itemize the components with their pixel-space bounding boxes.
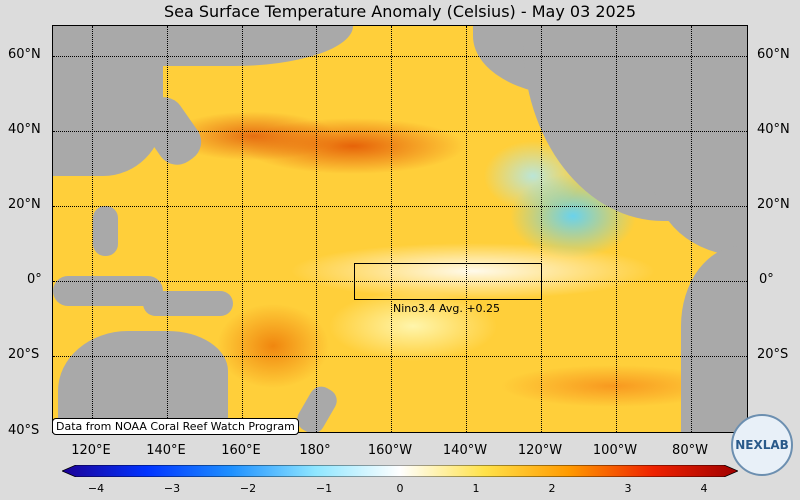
- data-credit-label: Data from NOAA Coral Reef Watch Program: [52, 418, 299, 435]
- lon-label: 120°E: [71, 443, 111, 458]
- gridline: [391, 26, 392, 432]
- lat-label-right: 20°N: [757, 197, 790, 212]
- lon-label: 140°W: [442, 443, 488, 458]
- gridline: [616, 26, 617, 432]
- gridline: [541, 26, 542, 432]
- gridline: [53, 206, 747, 207]
- colorbar-tick-label: 1: [472, 482, 480, 495]
- nino34-region-box: [354, 263, 542, 300]
- lon-label: 100°W: [592, 443, 638, 458]
- colorbar-graphic: [60, 464, 740, 478]
- colorbar-tick-label: 4: [700, 482, 708, 495]
- gridline: [691, 26, 692, 432]
- gridline: [53, 131, 747, 132]
- land-south-america: [681, 246, 747, 432]
- logo-text: NEXLAB: [735, 438, 789, 452]
- colorbar-tick-label: −4: [87, 482, 105, 495]
- gridline: [53, 281, 747, 282]
- gridline: [53, 56, 747, 57]
- colorbar-tick-label: 0: [396, 482, 404, 495]
- gridline: [53, 356, 747, 357]
- gridline: [167, 26, 168, 432]
- lat-label-left: 40°N: [8, 122, 41, 137]
- lat-label-right: 0°: [759, 272, 774, 287]
- map-title: Sea Surface Temperature Anomaly (Celsius…: [163, 2, 637, 21]
- land-philippines: [93, 206, 118, 256]
- gridline: [242, 26, 243, 432]
- colorbar-tick-label: −2: [239, 482, 257, 495]
- sst-anomaly-map: Nino3.4 Avg. +0.25: [52, 25, 748, 433]
- lon-label: 180°: [299, 443, 331, 458]
- gridline: [316, 26, 317, 432]
- lat-label-left: 20°N: [8, 197, 41, 212]
- colorbar-tick-label: −1: [315, 482, 333, 495]
- lon-label: 80°W: [672, 443, 708, 458]
- lat-label-right: 20°S: [757, 347, 789, 362]
- land-new-guinea: [143, 291, 233, 316]
- lon-label: 140°E: [146, 443, 186, 458]
- colorbar-tick-label: 2: [548, 482, 556, 495]
- lat-label-left: 40°S: [8, 423, 40, 438]
- land-australia: [58, 331, 228, 432]
- lon-label: 120°W: [517, 443, 563, 458]
- lat-label-left: 60°N: [8, 47, 41, 62]
- lat-label-left: 0°: [27, 272, 42, 287]
- colorbar-tick-label: −3: [163, 482, 181, 495]
- lat-label-right: 40°N: [757, 122, 790, 137]
- lat-label-right: 60°N: [757, 47, 790, 62]
- lon-label: 160°E: [221, 443, 261, 458]
- colorbar: [60, 462, 740, 478]
- gridline: [92, 26, 93, 432]
- lat-label-left: 20°S: [8, 347, 40, 362]
- nexlab-logo[interactable]: NEXLAB: [731, 414, 793, 476]
- nino34-average-label: Nino3.4 Avg. +0.25: [393, 302, 501, 315]
- lon-label: 160°W: [367, 443, 413, 458]
- colorbar-tick-label: 3: [624, 482, 632, 495]
- gridline: [466, 26, 467, 432]
